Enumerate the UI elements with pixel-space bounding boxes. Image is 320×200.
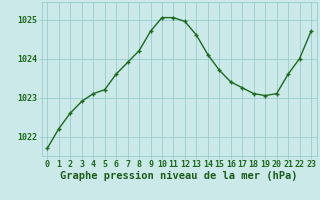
X-axis label: Graphe pression niveau de la mer (hPa): Graphe pression niveau de la mer (hPa) — [60, 171, 298, 181]
